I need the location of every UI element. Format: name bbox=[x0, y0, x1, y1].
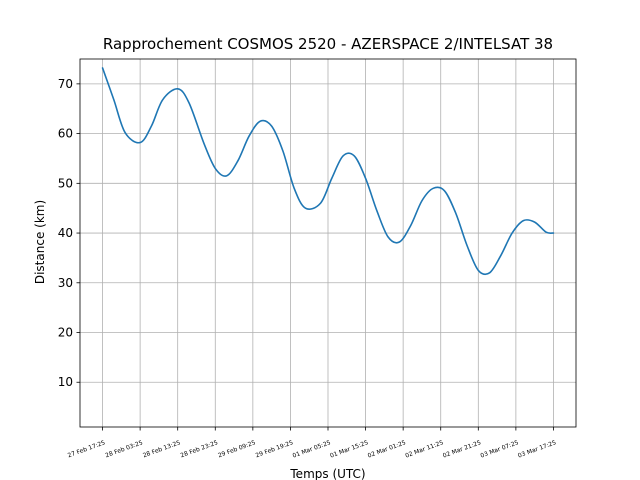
y-tick-label: 60 bbox=[58, 127, 73, 141]
x-axis-label: Temps (UTC) bbox=[289, 467, 365, 480]
y-tick-label: 10 bbox=[58, 375, 73, 389]
chart-title: Rapprochement COSMOS 2520 - AZERSPACE 2/… bbox=[103, 35, 553, 53]
series-line-0 bbox=[101, 67, 555, 276]
series-layer bbox=[101, 67, 555, 276]
y-tick-label: 70 bbox=[58, 77, 73, 91]
y-tick-label: 40 bbox=[58, 226, 73, 240]
y-tick-label: 20 bbox=[58, 326, 73, 340]
y-axis-label: Distance (km) bbox=[33, 200, 47, 284]
grid bbox=[80, 59, 576, 427]
y-tick-label: 30 bbox=[58, 276, 73, 290]
y-tick-label: 50 bbox=[58, 176, 73, 190]
